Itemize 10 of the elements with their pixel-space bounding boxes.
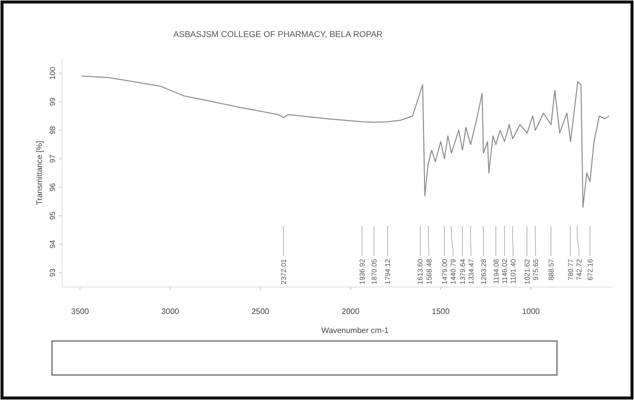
x-axis-title: Wavenumber cm-1 bbox=[321, 326, 390, 335]
y-axis-title: Transmittance [%] bbox=[35, 140, 44, 206]
x-tick-label: 3500 bbox=[71, 307, 90, 316]
x-tick-label: 1500 bbox=[432, 307, 450, 316]
x-tick-label: 2500 bbox=[251, 307, 270, 316]
line-series bbox=[81, 76, 610, 208]
chart-title: ASBASJSM COLLEGE OF PHARMACY, BELA ROPAR bbox=[173, 29, 383, 39]
x-tick-label: 1000 bbox=[522, 307, 540, 316]
x-tick-label: 3000 bbox=[161, 307, 180, 316]
x-tick-label: 2000 bbox=[342, 307, 360, 316]
